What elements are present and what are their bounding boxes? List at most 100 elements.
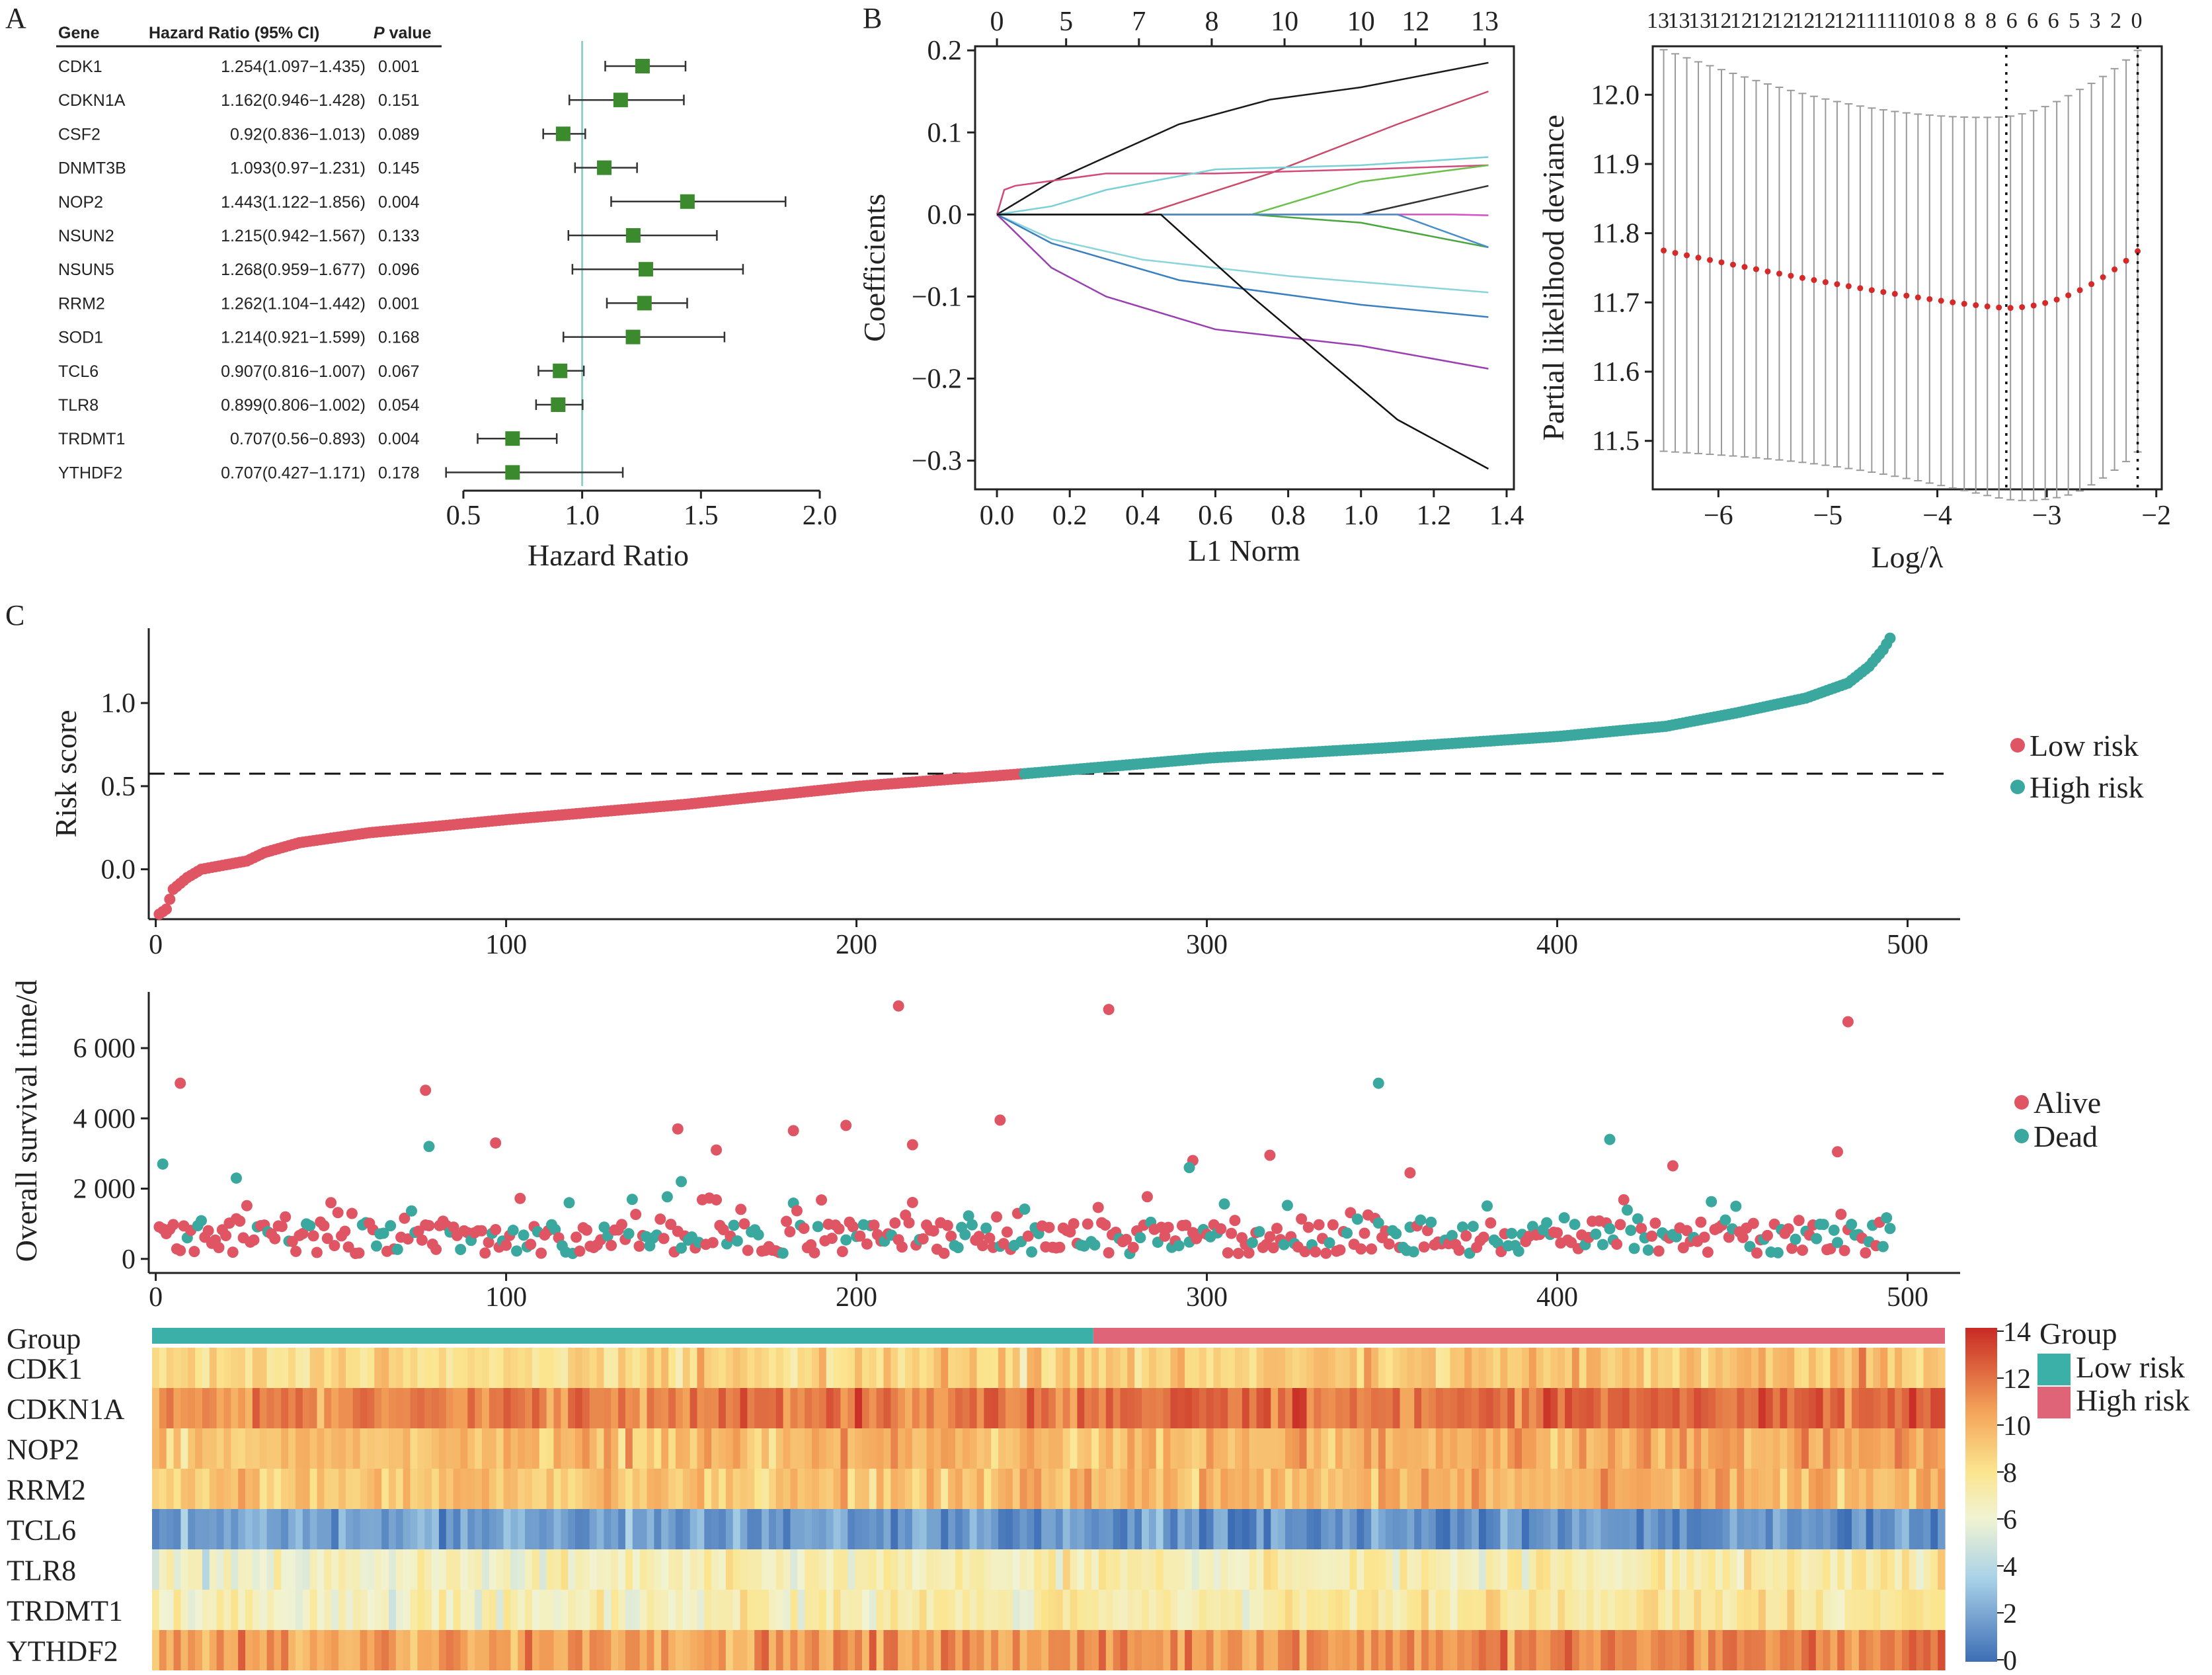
- survival-point-dead: [1558, 1212, 1570, 1224]
- heatmap-cell: [1866, 1428, 1874, 1469]
- heatmap-legend-title: Group: [2039, 1317, 2117, 1350]
- heatmap-cell: [518, 1388, 526, 1428]
- heatmap-cell: [1701, 1509, 1709, 1549]
- heatmap-cell: [762, 1509, 770, 1549]
- heatmap-cell: [991, 1469, 999, 1509]
- heatmap-cell: [1565, 1428, 1573, 1469]
- heatmap-cell: [259, 1590, 268, 1630]
- heatmap-cell: [1120, 1469, 1128, 1509]
- heatmap-cell: [1435, 1630, 1444, 1670]
- heatmap-cell: [1708, 1549, 1716, 1590]
- heatmap-cell: [589, 1348, 598, 1388]
- heatmap-cell: [740, 1469, 748, 1509]
- survival-point-alive: [1243, 1247, 1255, 1259]
- heatmap-cell: [1041, 1428, 1049, 1469]
- heatmap-cell: [1414, 1590, 1422, 1630]
- cv-y-tick-label: 11.7: [1592, 288, 1639, 318]
- heatmap-cell: [919, 1348, 928, 1388]
- survival-point-alive: [1460, 1230, 1472, 1242]
- heatmap-cell: [1134, 1590, 1142, 1630]
- heatmap-cell: [639, 1630, 648, 1670]
- heatmap-cell: [1177, 1509, 1185, 1549]
- heatmap-cell: [1550, 1469, 1558, 1509]
- heatmap-cell: [1737, 1348, 1745, 1388]
- heatmap-cell: [1593, 1509, 1601, 1549]
- heatmap-cell: [654, 1428, 662, 1469]
- heatmap-cell: [926, 1388, 935, 1428]
- heatmap-cell: [166, 1590, 175, 1630]
- survival-point-dead: [1281, 1200, 1293, 1211]
- heatmap-cell: [876, 1428, 885, 1469]
- heatmap-cell: [1220, 1348, 1228, 1388]
- heatmap-cell: [826, 1549, 834, 1590]
- heatmap-cell: [1199, 1549, 1207, 1590]
- heatmap-cell: [1787, 1630, 1795, 1670]
- heatmap-cell: [611, 1428, 619, 1469]
- survival-point-dead: [1183, 1162, 1195, 1174]
- heatmap-cell: [618, 1469, 626, 1509]
- heatmap-cell: [1608, 1590, 1616, 1630]
- cv-xlabel: Log/λ: [1871, 540, 1944, 574]
- heatmap-cell: [962, 1630, 970, 1670]
- heatmap-cell: [1744, 1509, 1752, 1549]
- heatmap-cell: [1321, 1428, 1329, 1469]
- heatmap-cell: [324, 1630, 332, 1670]
- heatmap-cell: [890, 1388, 898, 1428]
- heatmap-cell: [1830, 1509, 1838, 1549]
- heatmap-cell: [496, 1348, 504, 1388]
- heatmap-cell: [1858, 1388, 1867, 1428]
- heatmap-cell: [309, 1509, 318, 1549]
- heatmap-cell: [1292, 1388, 1300, 1428]
- heatmap-cell: [1364, 1469, 1372, 1509]
- forest-p-text: 0.067: [378, 362, 420, 381]
- heatmap-cell: [475, 1509, 483, 1549]
- heatmap-cell: [317, 1630, 325, 1670]
- heatmap-cell: [1923, 1630, 1931, 1670]
- heatmap-cell: [1930, 1428, 1938, 1469]
- heatmap-cell: [1235, 1428, 1243, 1469]
- heatmap-cell: [805, 1630, 812, 1670]
- heatmap-cell: [1349, 1590, 1358, 1630]
- heatmap-cell: [1715, 1509, 1723, 1549]
- heatmap-cell: [1765, 1509, 1774, 1549]
- heatmap-cell: [417, 1469, 425, 1509]
- heatmap-cell: [1722, 1549, 1731, 1590]
- heatmap-cell: [740, 1630, 748, 1670]
- heatmap-cell: [1851, 1590, 1860, 1630]
- heatmap-cell: [604, 1388, 612, 1428]
- heatmap-cell: [1299, 1630, 1308, 1670]
- heatmap-cell: [1442, 1469, 1451, 1509]
- heatmap-cell: [1586, 1630, 1595, 1670]
- heatmap-cell: [1938, 1509, 1946, 1549]
- heatmap-cell: [818, 1428, 827, 1469]
- heatmap-cell: [1622, 1469, 1630, 1509]
- heatmap-cell: [976, 1388, 984, 1428]
- heatmap-cell: [991, 1509, 999, 1549]
- heatmap-cell: [152, 1630, 160, 1670]
- survival-point-dead: [1019, 1204, 1031, 1215]
- heatmap-cell: [1586, 1509, 1595, 1549]
- heatmap-cell: [173, 1630, 181, 1670]
- lasso-xlabel: L1 Norm: [1188, 534, 1300, 567]
- heatmap-cell: [1565, 1348, 1573, 1388]
- heatmap-cell: [1120, 1590, 1128, 1630]
- heatmap-cell: [202, 1469, 210, 1509]
- heatmap-cell: [252, 1428, 260, 1469]
- heatmap-cell: [1027, 1549, 1035, 1590]
- heatmap-cell: [1815, 1348, 1824, 1388]
- heatmap-cell: [525, 1590, 533, 1630]
- heatmap-cell: [1371, 1428, 1379, 1469]
- heatmap-cell: [1923, 1549, 1931, 1590]
- heatmap-cell: [1249, 1509, 1257, 1549]
- cv-x-tick-label: −2: [2141, 501, 2171, 531]
- lasso-path-line: [997, 91, 1489, 216]
- heatmap-cell: [775, 1469, 784, 1509]
- survival-point-alive: [906, 1196, 918, 1208]
- heatmap-cell: [1335, 1348, 1343, 1388]
- heatmap-cell: [1744, 1428, 1752, 1469]
- heatmap-cell: [1665, 1388, 1673, 1428]
- heatmap-cell: [826, 1509, 834, 1549]
- survival-point-alive: [1229, 1215, 1241, 1227]
- heatmap-cell: [281, 1469, 289, 1509]
- heatmap-cell: [948, 1428, 956, 1469]
